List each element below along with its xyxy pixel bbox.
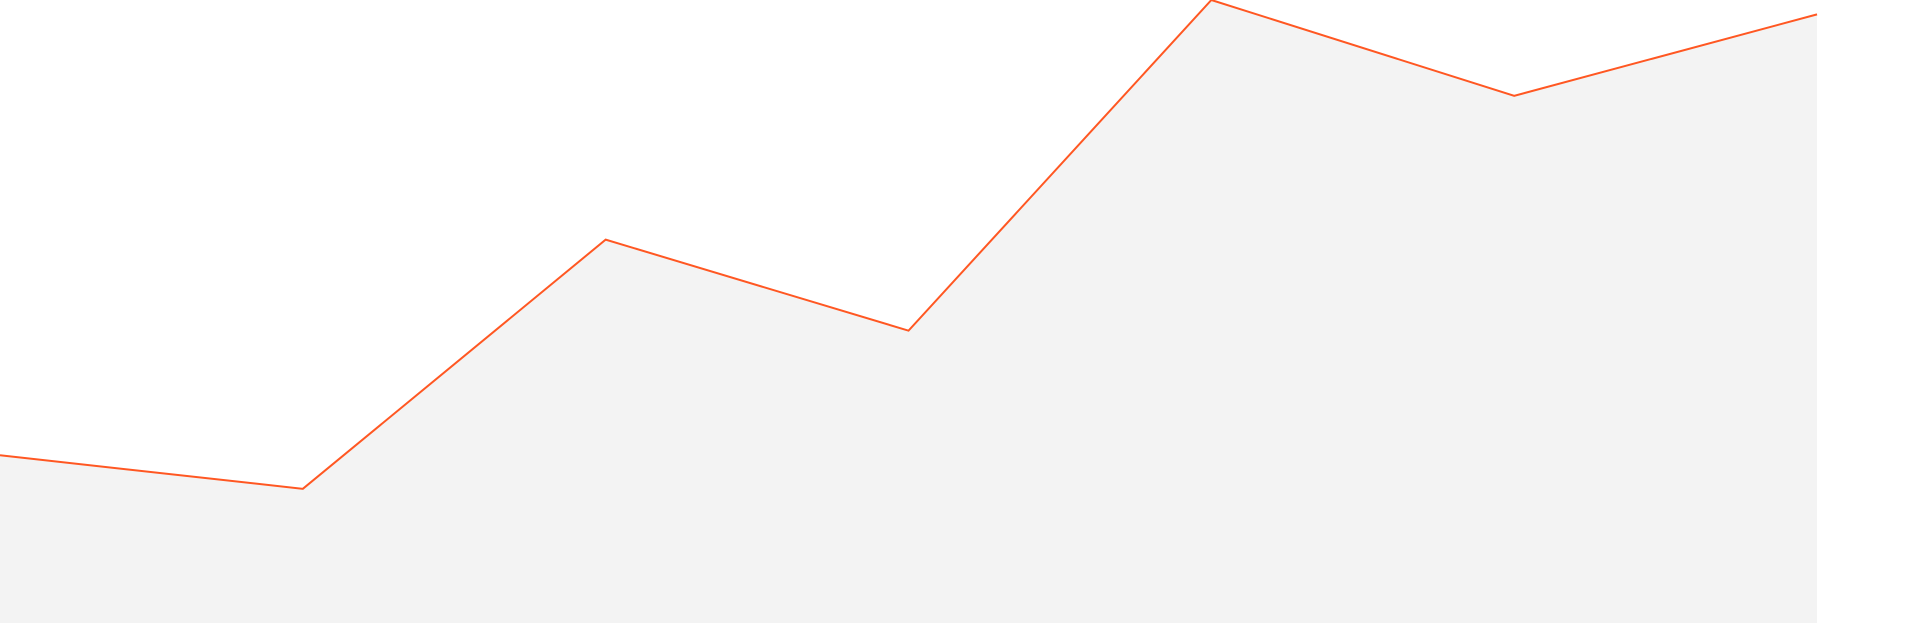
series-line: [0, 0, 1818, 490]
series-area: [0, 0, 1818, 623]
